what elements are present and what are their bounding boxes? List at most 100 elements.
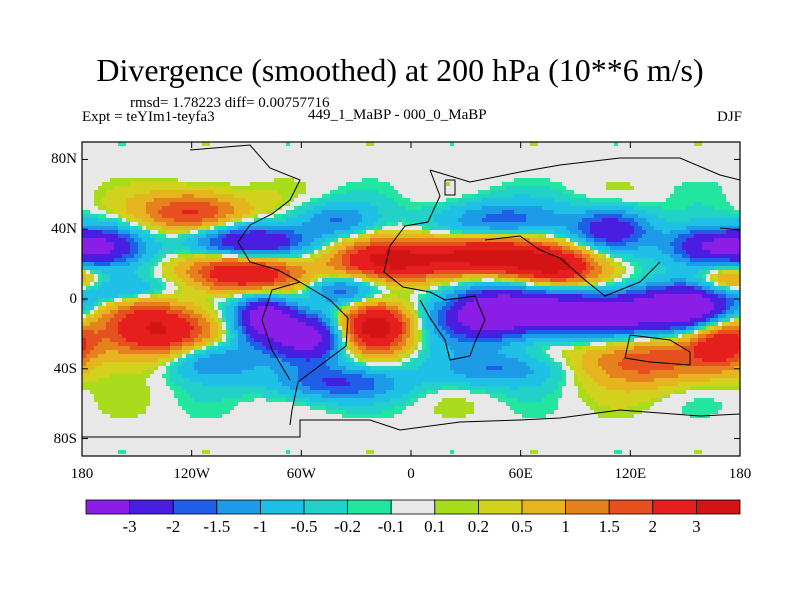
field-cell — [158, 142, 163, 147]
field-cell — [546, 250, 551, 255]
field-cell — [730, 206, 735, 211]
field-cell — [718, 146, 723, 151]
field-cell — [382, 154, 387, 159]
field-cell — [514, 174, 519, 179]
field-cell — [218, 226, 223, 231]
field-cell — [370, 170, 375, 175]
field-cell — [730, 226, 735, 231]
field-cell — [622, 214, 627, 219]
field-cell — [510, 190, 515, 195]
field-cell — [330, 178, 335, 183]
field-cell — [362, 190, 367, 195]
field-cell — [614, 214, 619, 219]
field-cell — [194, 206, 199, 211]
field-cell — [310, 158, 315, 163]
field-cell — [230, 206, 235, 211]
field-cell — [702, 230, 707, 235]
field-cell — [702, 198, 707, 203]
field-cell — [374, 162, 379, 167]
field-cell — [470, 178, 475, 183]
field-cell — [506, 158, 511, 163]
field-cell — [118, 178, 123, 183]
field-cell — [322, 250, 327, 255]
field-cell — [362, 202, 367, 207]
field-cell — [598, 214, 603, 219]
field-cell — [414, 234, 419, 239]
field-cell — [674, 206, 679, 211]
field-cell — [630, 154, 635, 159]
field-cell — [306, 170, 311, 175]
field-cell — [626, 158, 631, 163]
field-cell — [662, 250, 667, 255]
field-cell — [518, 190, 523, 195]
field-cell — [438, 150, 443, 155]
field-cell — [130, 162, 135, 167]
field-cell — [546, 210, 551, 215]
field-cell — [666, 218, 671, 223]
field-cell — [714, 162, 719, 167]
field-cell — [202, 218, 207, 223]
field-cell — [374, 170, 379, 175]
field-cell — [530, 226, 535, 231]
field-cell — [730, 186, 735, 191]
field-cell — [110, 186, 115, 191]
field-cell — [614, 182, 619, 187]
field-cell — [538, 170, 543, 175]
field-cell — [390, 202, 395, 207]
field-cell — [362, 158, 367, 163]
field-cell — [202, 246, 207, 251]
field-cell — [622, 178, 627, 183]
field-cell — [266, 250, 271, 255]
field-cell — [174, 250, 179, 255]
field-cell — [110, 218, 115, 223]
field-cell — [110, 242, 115, 247]
field-cell — [398, 142, 403, 147]
field-cell — [118, 242, 123, 247]
field-cell — [466, 230, 471, 235]
field-cell — [482, 194, 487, 199]
field-cell — [258, 226, 263, 231]
field-cell — [402, 178, 407, 183]
field-cell — [486, 258, 491, 263]
field-cell — [726, 142, 731, 147]
field-cell — [298, 186, 303, 191]
field-cell — [718, 142, 723, 147]
field-cell — [158, 198, 163, 203]
field-cell — [614, 254, 619, 259]
field-cell — [494, 190, 499, 195]
field-cell — [110, 166, 115, 171]
field-cell — [254, 234, 259, 239]
field-cell — [262, 258, 267, 263]
field-cell — [206, 242, 211, 247]
field-cell — [642, 206, 647, 211]
field-cell — [302, 230, 307, 235]
field-cell — [346, 154, 351, 159]
field-cell — [158, 254, 163, 259]
field-cell — [162, 258, 167, 263]
field-cell — [654, 162, 659, 167]
field-cell — [194, 186, 199, 191]
field-cell — [218, 234, 223, 239]
field-cell — [382, 230, 387, 235]
field-cell — [382, 250, 387, 255]
field-cell — [274, 178, 279, 183]
field-cell — [434, 154, 439, 159]
field-cell — [442, 214, 447, 219]
field-cell — [390, 226, 395, 231]
field-cell — [150, 214, 155, 219]
field-cell — [630, 234, 635, 239]
field-cell — [726, 234, 731, 239]
field-cell — [698, 154, 703, 159]
field-cell — [738, 202, 740, 207]
field-cell — [246, 150, 251, 155]
field-cell — [242, 214, 247, 219]
field-cell — [274, 154, 279, 159]
field-cell — [538, 218, 543, 223]
field-cell — [394, 226, 399, 231]
field-cell — [398, 222, 403, 227]
field-cell — [730, 154, 735, 159]
field-cell — [230, 246, 235, 251]
field-cell — [626, 190, 631, 195]
field-cell — [202, 178, 207, 183]
field-cell — [686, 142, 691, 147]
